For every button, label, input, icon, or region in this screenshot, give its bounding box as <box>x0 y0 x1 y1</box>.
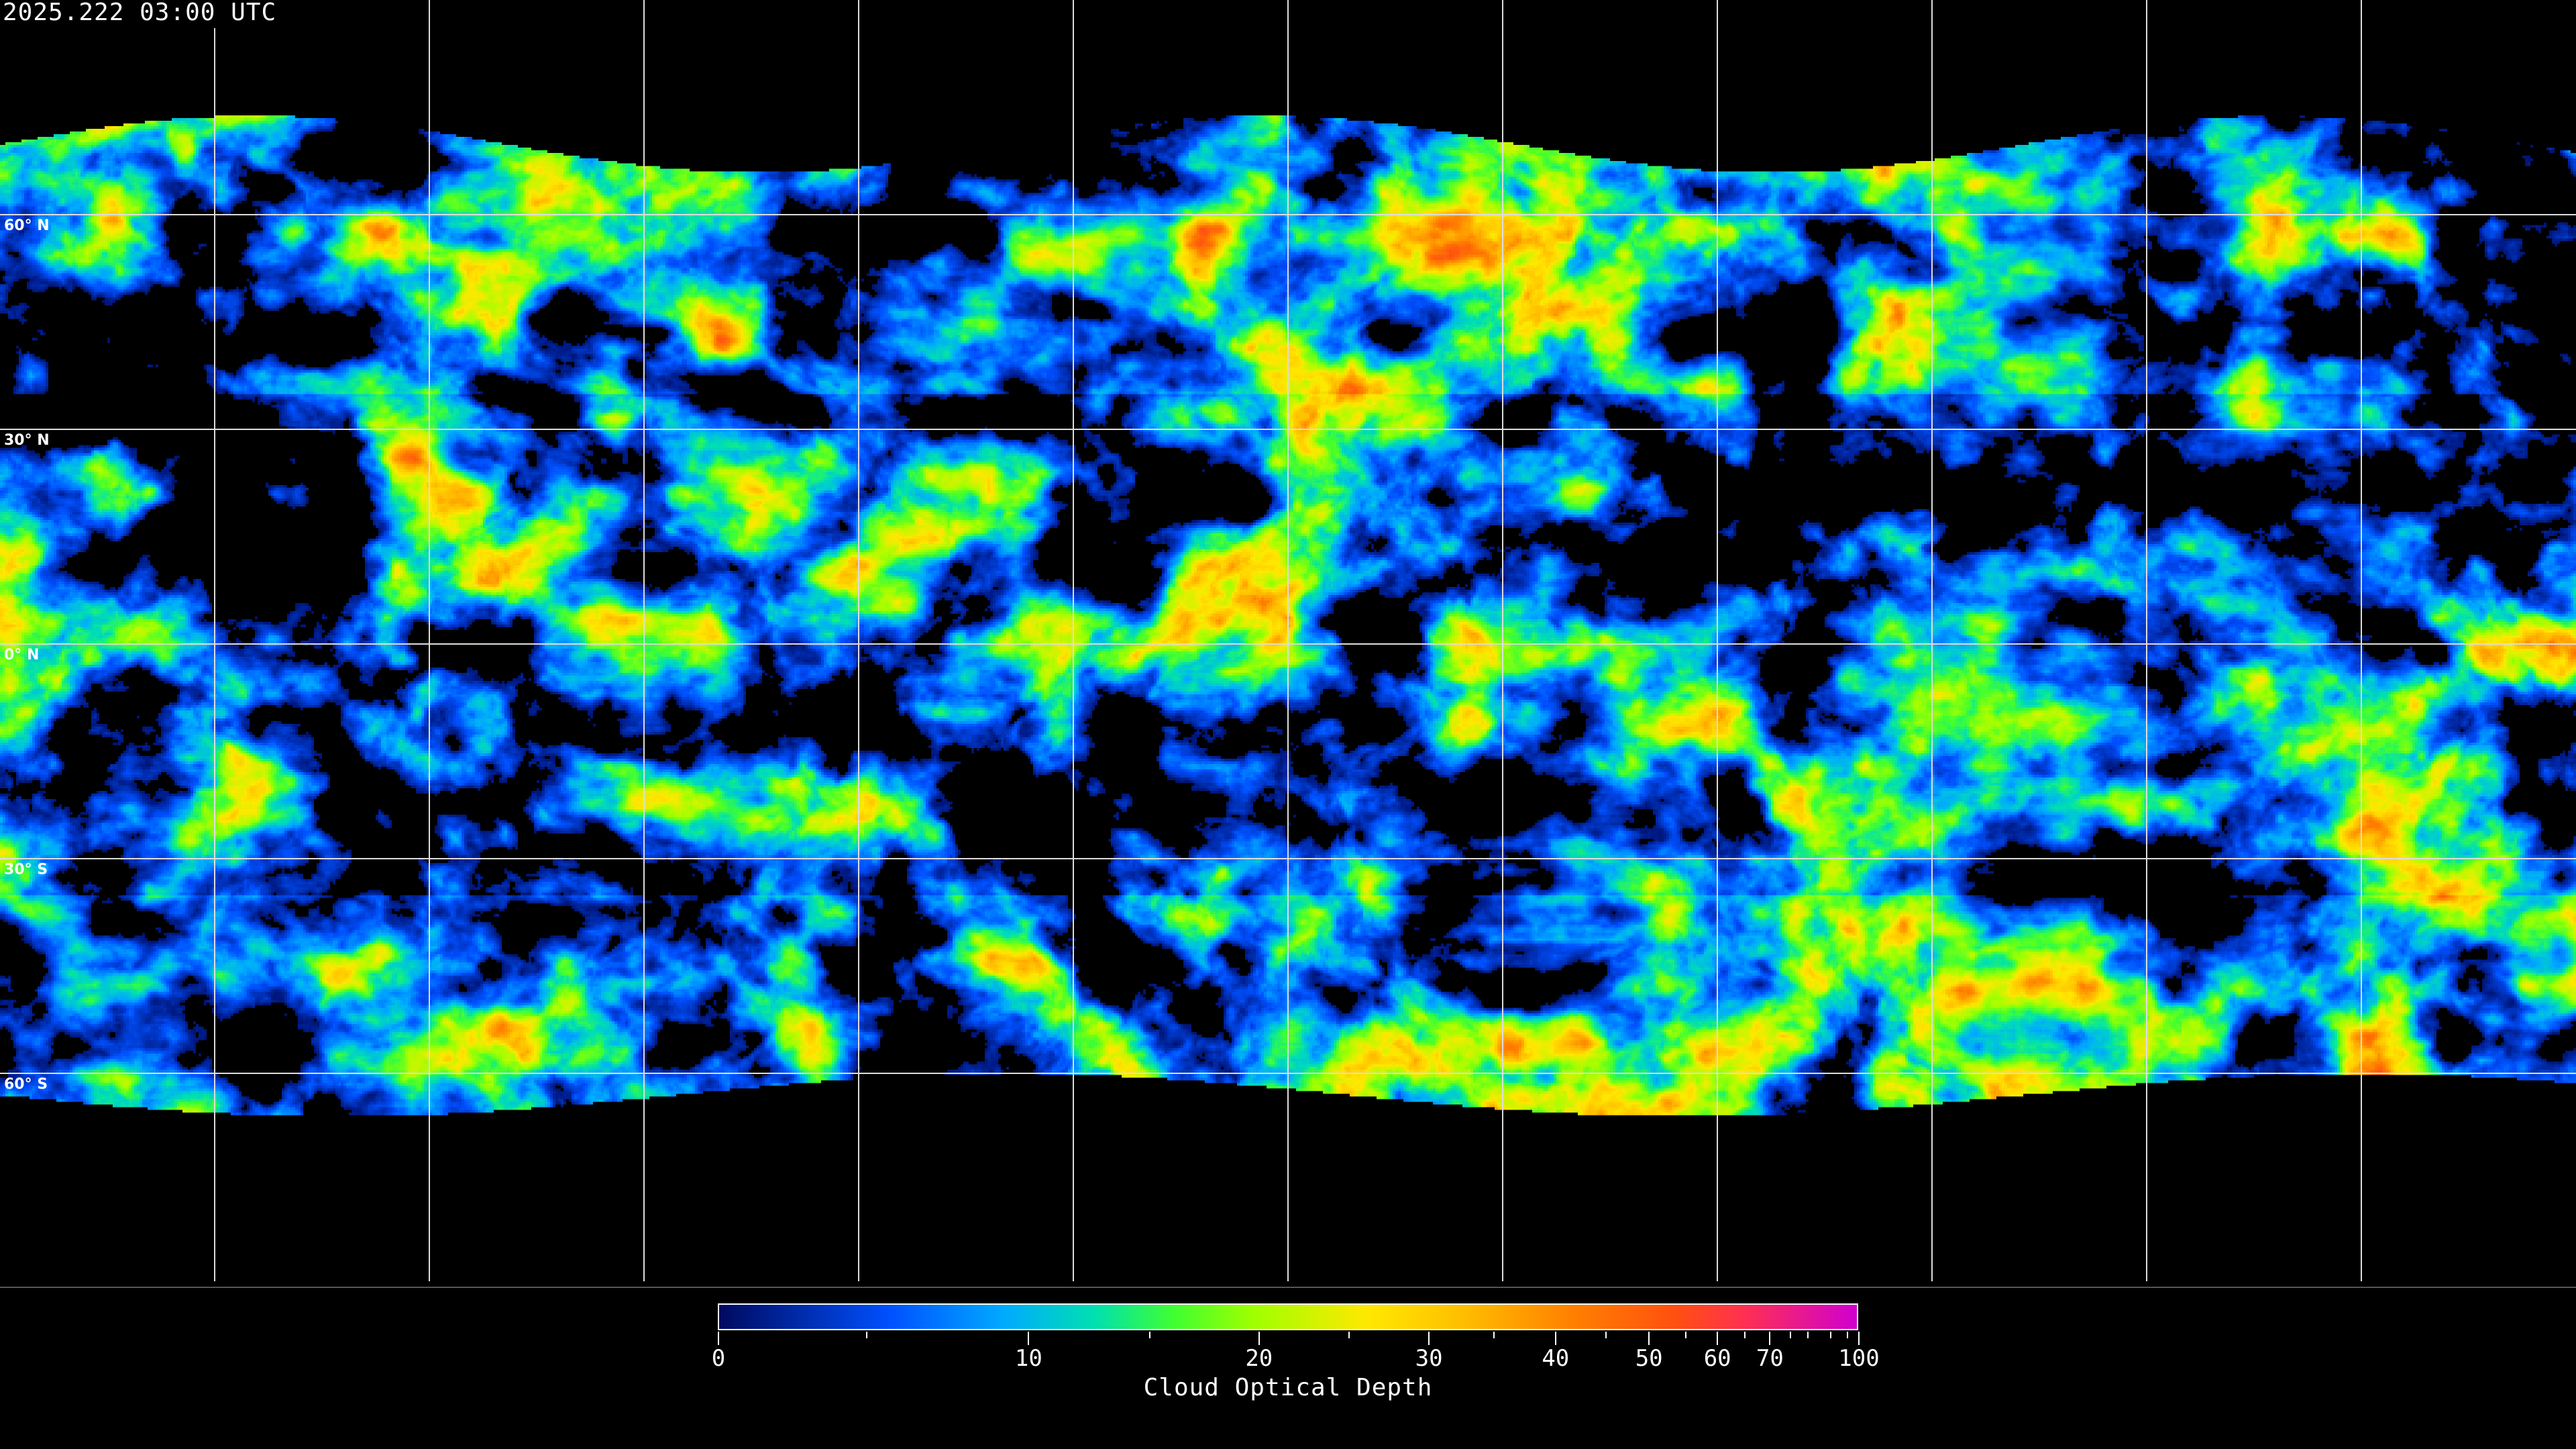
colorbar-minor-tick <box>1348 1332 1350 1338</box>
colorbar <box>718 1303 1858 1330</box>
colorbar-major-tick <box>1769 1332 1771 1345</box>
colorbar-minor-tick <box>1684 1332 1686 1338</box>
colorbar-minor-tick <box>1790 1332 1791 1338</box>
colorbar-tick-label: 0 <box>711 1345 726 1372</box>
lat-label-60s: 60° S <box>4 1076 48 1093</box>
colorbar-minor-tick <box>1148 1332 1150 1338</box>
colorbar-major-tick <box>718 1332 719 1345</box>
colorbar-minor-tick <box>1744 1332 1746 1338</box>
colorbar-minor-tick <box>1829 1332 1831 1338</box>
timestamp: 2025.222 03:00 UTC <box>3 0 277 26</box>
lat-label-equator: 0° N <box>4 647 40 663</box>
colorbar-tick-label: 40 <box>1542 1345 1570 1372</box>
colorbar-axis: 0 10 20 30 40 50 60 70 100 <box>712 1332 1880 1385</box>
colorbar-tick-label: 20 <box>1245 1345 1273 1372</box>
colorbar-tick-label: 60 <box>1703 1345 1731 1372</box>
colorbar-major-tick <box>1648 1332 1650 1345</box>
colorbar-tick-label: 10 <box>1014 1345 1042 1372</box>
colorbar-major-tick <box>1717 1332 1719 1345</box>
colorbar-tick-label: 70 <box>1756 1345 1784 1372</box>
colorbar-tick-label: 100 <box>1838 1345 1880 1372</box>
graticule <box>0 0 2576 1281</box>
cloud-optical-depth-map: 2025.222 03:00 UTC 60° N 30° N 0° N 30° … <box>0 0 2576 1288</box>
colorbar-major-tick <box>1028 1332 1030 1345</box>
colorbar-major-tick <box>1258 1332 1260 1345</box>
colorbar-major-tick <box>1554 1332 1556 1345</box>
colorbar-major-tick <box>1858 1332 1860 1345</box>
lat-label-60n: 60° N <box>4 217 50 234</box>
colorbar-minor-tick <box>866 1332 867 1338</box>
colorbar-tick-label: 50 <box>1635 1345 1663 1372</box>
colorbar-major-tick <box>1428 1332 1430 1345</box>
lat-label-30n: 30° N <box>4 432 50 449</box>
lat-label-30s: 30° S <box>4 861 48 878</box>
colorbar-minor-tick <box>1807 1332 1809 1338</box>
colorbar-minor-tick <box>1847 1332 1848 1338</box>
colorbar-tick-label: 30 <box>1415 1345 1443 1372</box>
colorbar-minor-tick <box>1493 1332 1495 1338</box>
colorbar-title: Cloud Optical Depth <box>1143 1374 1433 1401</box>
colorbar-minor-tick <box>1605 1332 1607 1338</box>
